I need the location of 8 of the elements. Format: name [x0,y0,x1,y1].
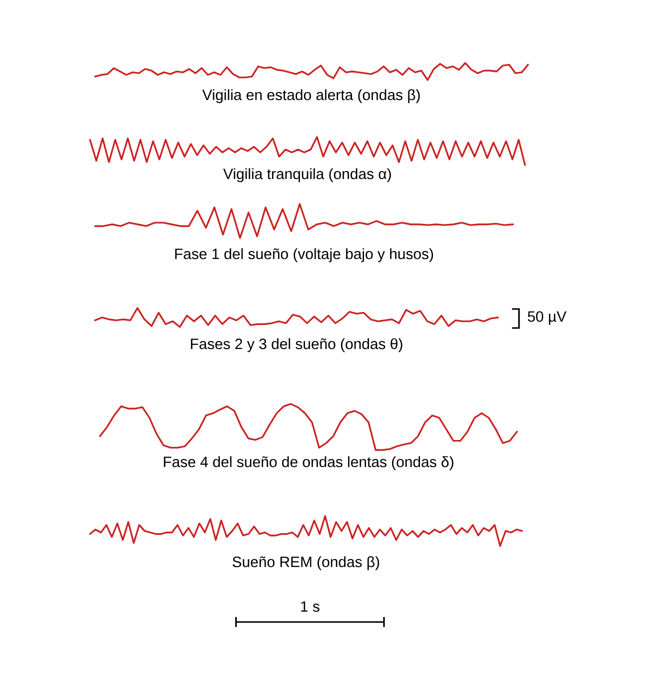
text: Fase 4 del sueño de ondas lentas (ondas δ) [164,456,454,470]
text: Vigilia tranquila (ondas α) [223,168,391,182]
text: 1 s [301,601,320,612]
text: Vigilia en estado alerta (ondas β) [202,89,420,104]
text: Fases 2 y 3 del sueño (ondas θ) [190,338,402,352]
text: Sueño REM (ondas β) [232,556,380,570]
text: Fase 1 del sueño (voltaje bajo y husos) [175,248,434,262]
text: 50 µV [528,311,566,325]
